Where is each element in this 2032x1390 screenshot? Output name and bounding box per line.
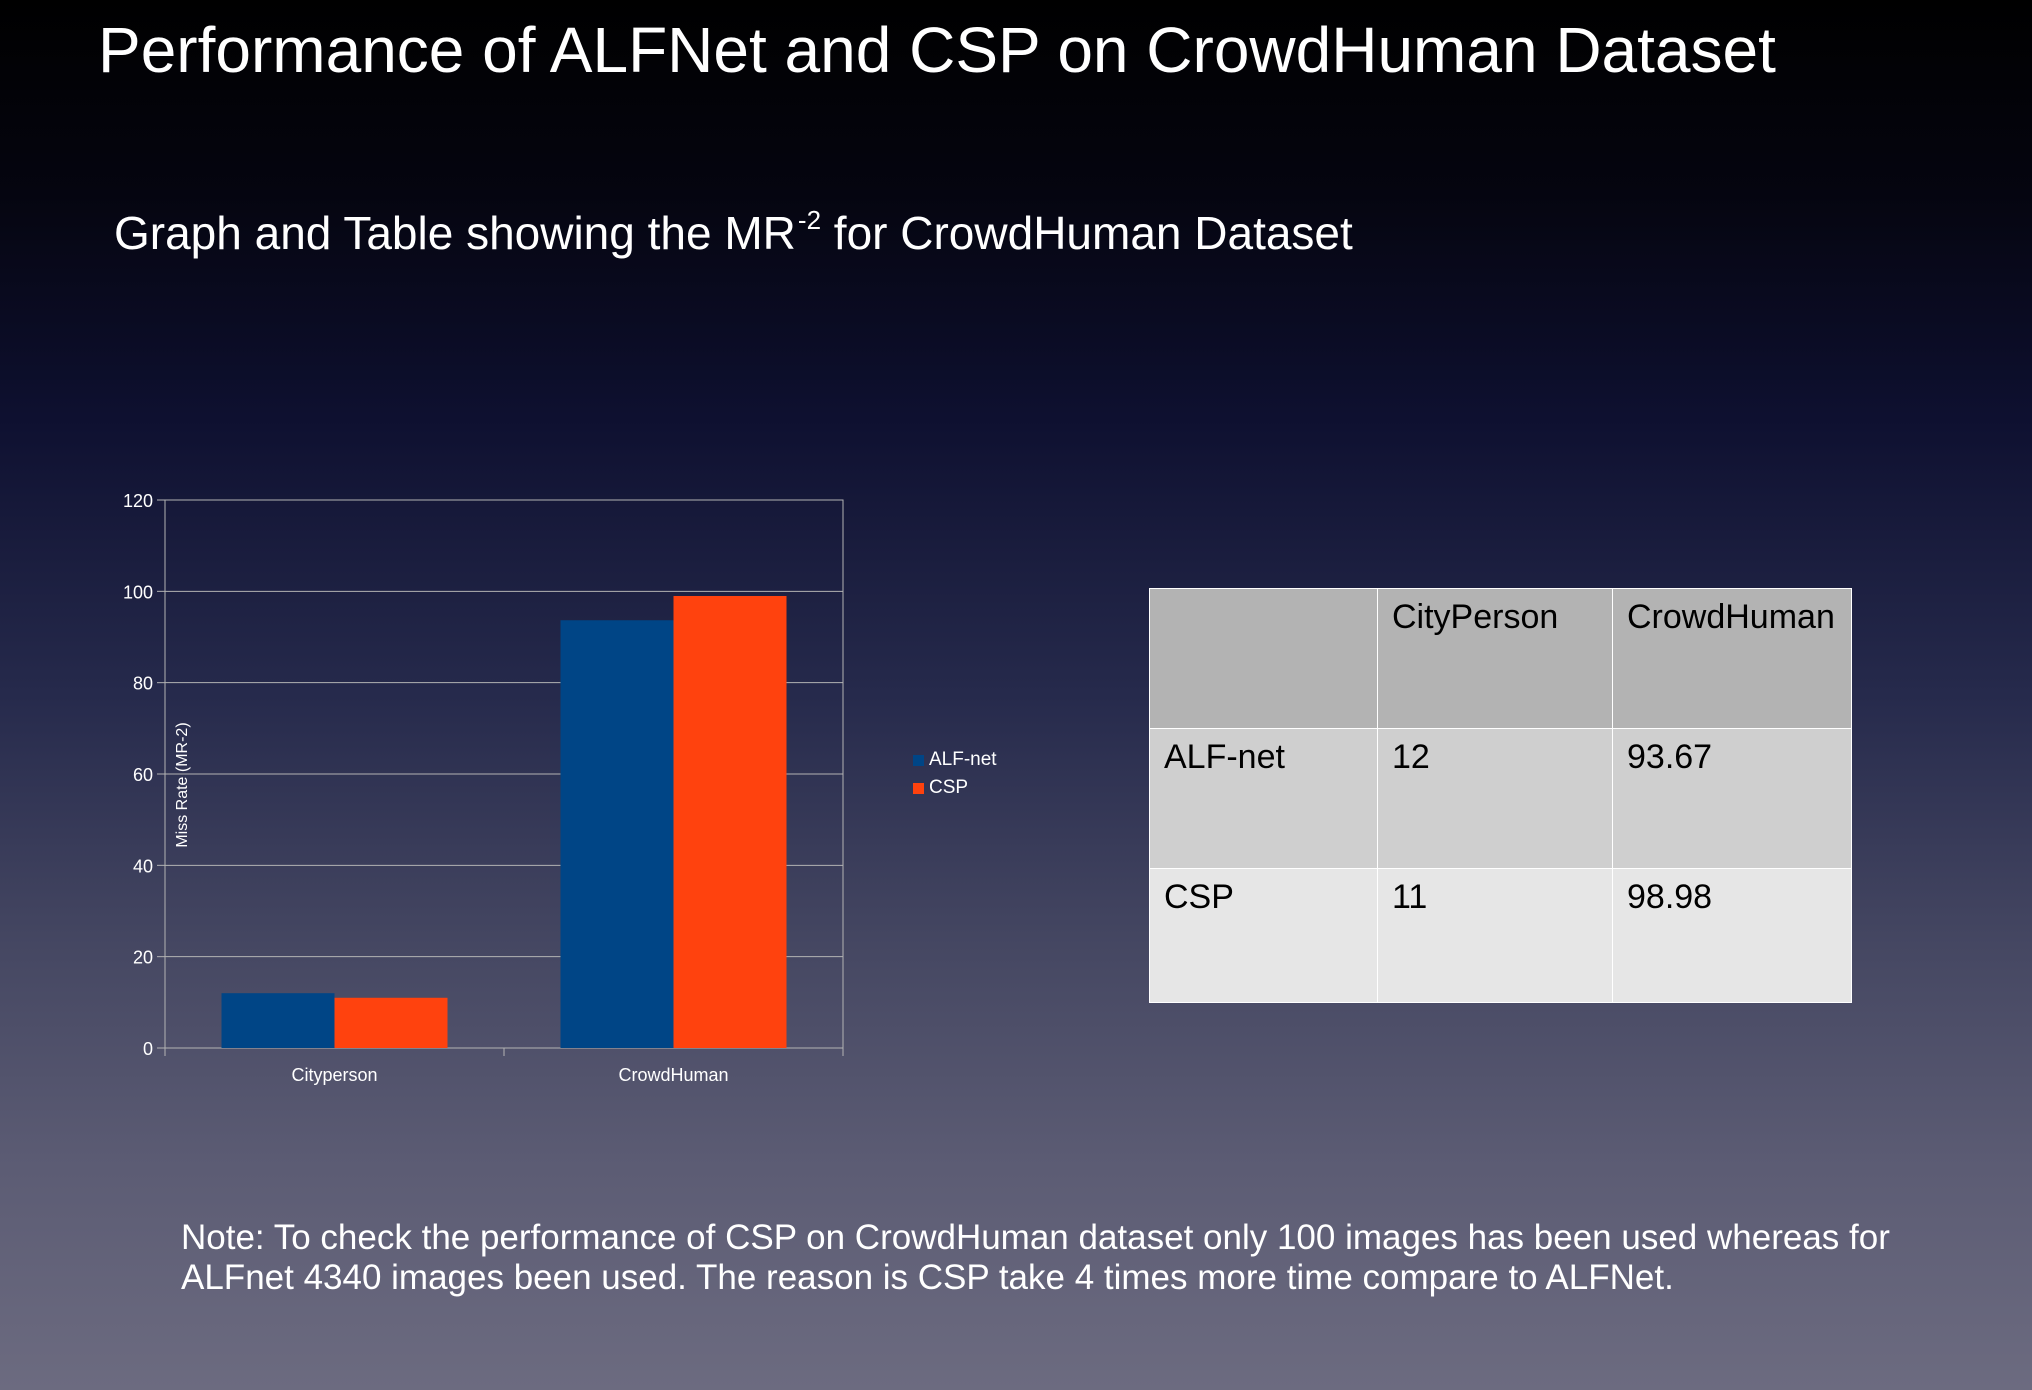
table-cell: 11	[1377, 868, 1613, 1003]
table-cell: 98.98	[1612, 868, 1852, 1003]
bar-csp-crowdhuman	[673, 595, 787, 1048]
y-tick-label: 60	[133, 765, 153, 785]
legend-label-alf-net: ALF-net	[929, 749, 997, 770]
table-cell: 93.67	[1612, 728, 1852, 869]
results-table: CityPerson CrowdHuman ALF-net 12 93.67 C…	[1149, 588, 1852, 1003]
table-row: CSP 11 98.98	[1149, 868, 1852, 1003]
y-tick-label: 0	[143, 1039, 153, 1059]
table-cell: CSP	[1149, 868, 1378, 1003]
y-tick-label: 80	[133, 674, 153, 694]
chart-legend: ALF-net CSP	[913, 746, 997, 802]
footnote: Note: To check the performance of CSP on…	[181, 1218, 1890, 1297]
subtitle-superscript: -2	[797, 205, 822, 235]
table-cell: 12	[1377, 728, 1613, 869]
y-tick-label: 120	[123, 491, 153, 511]
slide-subtitle: Graph and Table showing the MR-2 for Cro…	[114, 190, 1353, 263]
y-axis-label: Miss Rate (MR-2)	[174, 722, 191, 847]
subtitle-tail: for CrowdHuman Dataset	[821, 207, 1353, 259]
bar-chart: 0 20 40 60 80 100 120 Cityperson CrowdHuman Miss …	[123, 491, 844, 1085]
legend-item-csp: CSP	[913, 774, 997, 802]
bar-alf-net-cityperson	[221, 993, 335, 1048]
legend-label-csp: CSP	[929, 777, 969, 798]
bar-csp-cityperson	[334, 997, 448, 1048]
y-tick-label: 100	[123, 582, 153, 602]
slide-title: Performance of ALFNet and CSP on CrowdHu…	[98, 14, 1776, 86]
bar-alf-net-crowdhuman	[560, 620, 674, 1048]
y-tick-label: 40	[133, 856, 153, 876]
legend-swatch-alf-net	[913, 754, 924, 766]
legend-item-alf-net: ALF-net	[913, 746, 997, 774]
table-cell: ALF-net	[1149, 728, 1378, 869]
table-header-cell: CrowdHuman	[1612, 588, 1852, 729]
x-category-label: CrowdHuman	[618, 1065, 728, 1085]
subtitle-main: Graph and Table showing the MR	[114, 207, 796, 259]
legend-swatch-csp	[913, 782, 924, 794]
table-header-cell	[1149, 588, 1378, 729]
table-row: ALF-net 12 93.67	[1149, 728, 1852, 869]
x-category-label: Cityperson	[291, 1065, 377, 1085]
table-header-row: CityPerson CrowdHuman	[1149, 588, 1852, 729]
table-header-cell: CityPerson	[1377, 588, 1613, 729]
y-tick-label: 20	[133, 948, 153, 968]
